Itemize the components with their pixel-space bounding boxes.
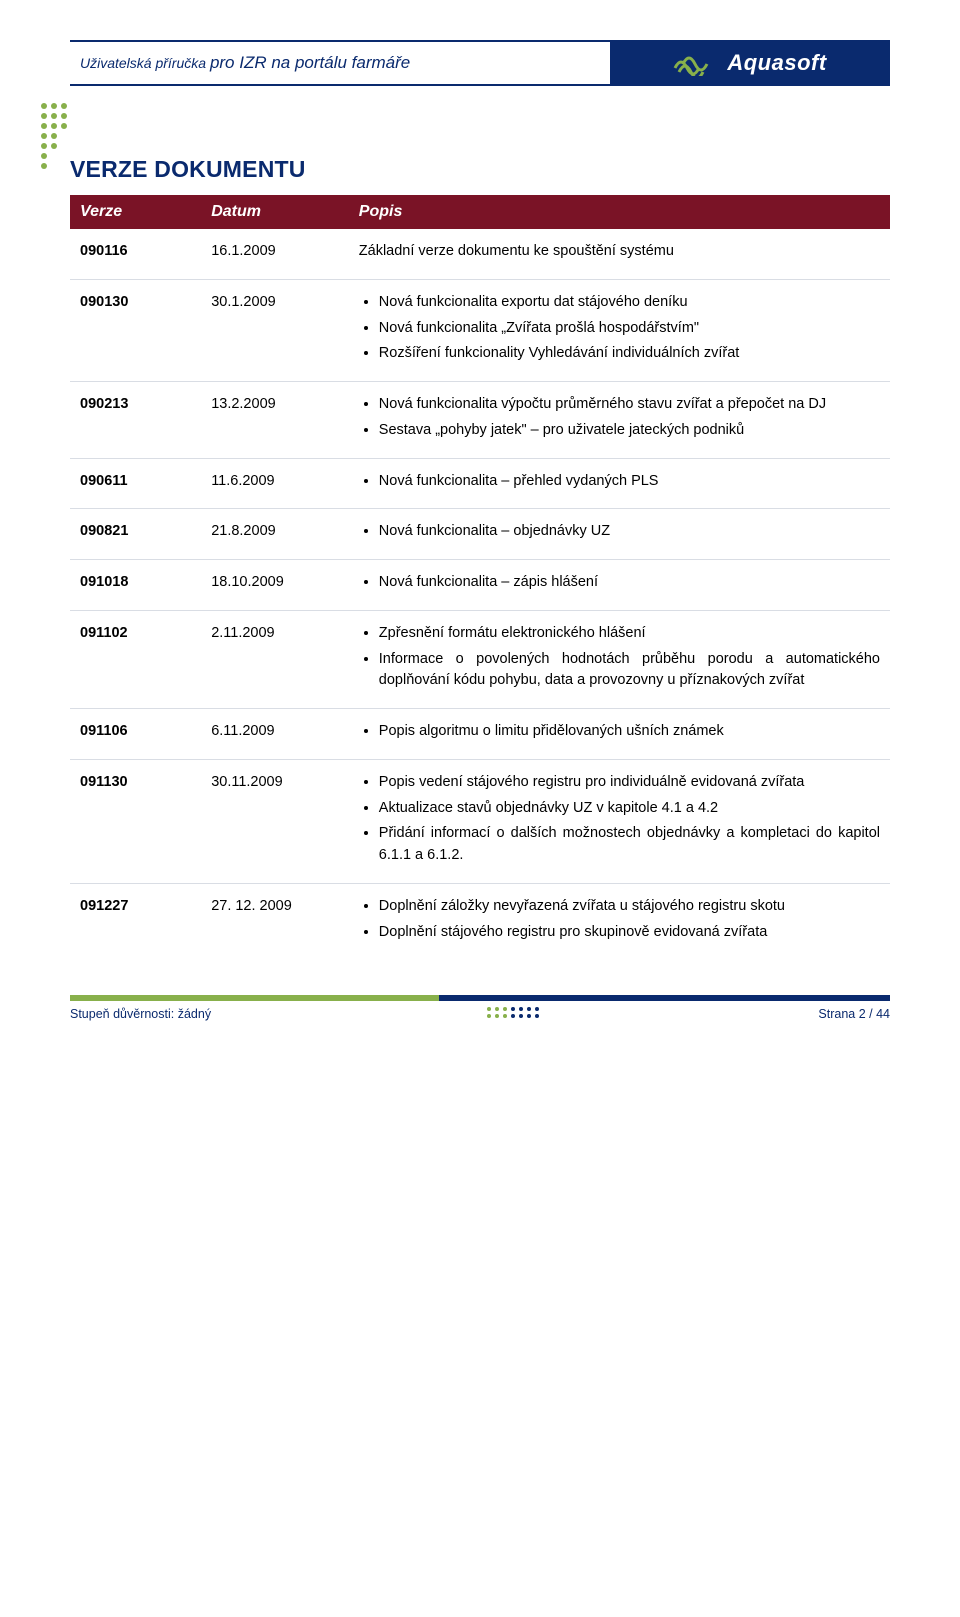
desc-bullets: Popis algoritmu o limitu přidělovaných u… (359, 721, 880, 743)
page-header: Uživatelská příručka pro IZR na portálu … (70, 40, 890, 86)
desc-bullets: Popis vedení stájového registru pro indi… (359, 772, 880, 867)
header-brand-box: Aquasoft (610, 40, 890, 86)
table-row: 09021313.2.2009 Nová funkcionalita výpočt… (70, 382, 890, 459)
table-row: 09011616.1.2009 Základní verze dokumentu … (70, 229, 890, 279)
table-row: 09122727. 12. 2009 Doplnění záložky nevyř… (70, 883, 890, 959)
desc-bullets: Doplnění záložky nevyřazená zvířata u st… (359, 896, 880, 944)
cell-popis: Nová funkcionalita výpočtu průměrného st… (349, 382, 890, 459)
bullet-item: Nová funkcionalita – zápis hlášení (379, 572, 880, 594)
cell-popis: Doplnění záložky nevyřazená zvířata u st… (349, 883, 890, 959)
cell-popis: Základní verze dokumentu ke spouštění sy… (349, 229, 890, 279)
cell-datum: 27. 12. 2009 (201, 883, 349, 959)
bullet-item: Přidání informací o dalších možnostech o… (379, 823, 880, 867)
cell-popis: Nová funkcionalita – zápis hlášení (349, 560, 890, 611)
bullet-item: Informace o povolených hodnotách průběhu… (379, 649, 880, 693)
desc-bullets: Nová funkcionalita – přehled vydaných PL… (359, 471, 880, 493)
cell-datum: 13.2.2009 (201, 382, 349, 459)
bullet-item: Doplnění stájového registru pro skupinov… (379, 922, 880, 944)
col-verze: Verze (70, 195, 201, 229)
cell-verze: 090611 (70, 458, 201, 509)
page-title: VERZE DOKUMENTU (70, 156, 890, 183)
desc-bullets: Zpřesnění formátu elektronického hlášení… (359, 623, 880, 692)
cell-popis: Nová funkcionalita – objednávky UZ (349, 509, 890, 560)
bullet-item: Popis vedení stájového registru pro indi… (379, 772, 880, 794)
cell-datum: 30.11.2009 (201, 759, 349, 883)
cell-datum: 11.6.2009 (201, 458, 349, 509)
cell-popis: Popis vedení stájového registru pro indi… (349, 759, 890, 883)
cell-verze: 091102 (70, 610, 201, 708)
bullet-item: Popis algoritmu o limitu přidělovaných u… (379, 721, 880, 743)
cell-popis: Zpřesnění formátu elektronického hlášení… (349, 610, 890, 708)
table-row: 09101818.10.2009 Nová funkcionalita – záp… (70, 560, 890, 611)
table-row: 0911022.11.2009Zpřesnění formátu elektro… (70, 610, 890, 708)
header-title-prefix: Uživatelská příručka (80, 55, 210, 71)
cell-verze: 090821 (70, 509, 201, 560)
bullet-item: Aktualizace stavů objednávky UZ v kapito… (379, 798, 880, 820)
bullet-item: Nová funkcionalita výpočtu průměrného st… (379, 394, 880, 416)
cell-datum: 6.11.2009 (201, 709, 349, 760)
bullet-item: Rozšíření funkcionality Vyhledávání indi… (379, 343, 880, 365)
cell-verze: 090213 (70, 382, 201, 459)
bullet-item: Sestava „pohyby jatek" – pro uživatele j… (379, 420, 880, 442)
footer-dots-icon (485, 1005, 545, 1022)
table-header-row: Verze Datum Popis (70, 195, 890, 229)
bullet-item: Nová funkcionalita exportu dat stájového… (379, 292, 880, 314)
brand-wave-icon (673, 50, 719, 76)
cell-verze: 091018 (70, 560, 201, 611)
bullet-item: Nová funkcionalita – objednávky UZ (379, 521, 880, 543)
cell-verze: 091130 (70, 759, 201, 883)
cell-popis: Nová funkcionalita – přehled vydaných PL… (349, 458, 890, 509)
table-row: 09082121.8.2009 Nová funkcionalita – obje… (70, 509, 890, 560)
table-row: 09061111.6.2009 Nová funkcionalita – přeh… (70, 458, 890, 509)
bullet-item: Doplnění záložky nevyřazená zvířata u st… (379, 896, 880, 918)
cell-popis: Popis algoritmu o limitu přidělovaných u… (349, 709, 890, 760)
cell-verze: 091106 (70, 709, 201, 760)
cell-verze: 090116 (70, 229, 201, 279)
cell-datum: 2.11.2009 (201, 610, 349, 708)
cell-datum: 16.1.2009 (201, 229, 349, 279)
desc-bullets: Nová funkcionalita – zápis hlášení (359, 572, 880, 594)
col-popis: Popis (349, 195, 890, 229)
table-row: 0911066.11.2009 Popis algoritmu o limitu … (70, 709, 890, 760)
cell-datum: 21.8.2009 (201, 509, 349, 560)
bullet-item: Nová funkcionalita „Zvířata prošlá hospo… (379, 318, 880, 340)
col-datum: Datum (201, 195, 349, 229)
cell-popis: Nová funkcionalita exportu dat stájového… (349, 279, 890, 381)
bullet-item: Zpřesnění formátu elektronického hlášení (379, 623, 880, 645)
page-footer: Stupeň důvěrnosti: žádný Strana 2 / 44 (70, 1001, 890, 1022)
header-title-em: pro IZR na portálu farmáře (210, 53, 410, 72)
decorative-dots-icon (38, 100, 78, 190)
cell-datum: 30.1.2009 (201, 279, 349, 381)
desc-text: Základní verze dokumentu ke spouštění sy… (359, 241, 880, 263)
footer-right: Strana 2 / 44 (818, 1007, 890, 1021)
bullet-item: Nová funkcionalita – přehled vydaných PL… (379, 471, 880, 493)
table-row: 09113030.11.2009 Popis vedení stájového r… (70, 759, 890, 883)
cell-verze: 091227 (70, 883, 201, 959)
desc-bullets: Nová funkcionalita výpočtu průměrného st… (359, 394, 880, 442)
table-row: 09013030.1.2009 Nová funkcionalita export… (70, 279, 890, 381)
header-title: Uživatelská příručka pro IZR na portálu … (70, 53, 610, 73)
desc-bullets: Nová funkcionalita – objednávky UZ (359, 521, 880, 543)
cell-datum: 18.10.2009 (201, 560, 349, 611)
cell-verze: 090130 (70, 279, 201, 381)
brand-text: Aquasoft (727, 50, 826, 76)
desc-bullets: Nová funkcionalita exportu dat stájového… (359, 292, 880, 365)
footer-left: Stupeň důvěrnosti: žádný (70, 1007, 211, 1021)
versions-table: Verze Datum Popis 09011616.1.2009 Základn… (70, 195, 890, 959)
